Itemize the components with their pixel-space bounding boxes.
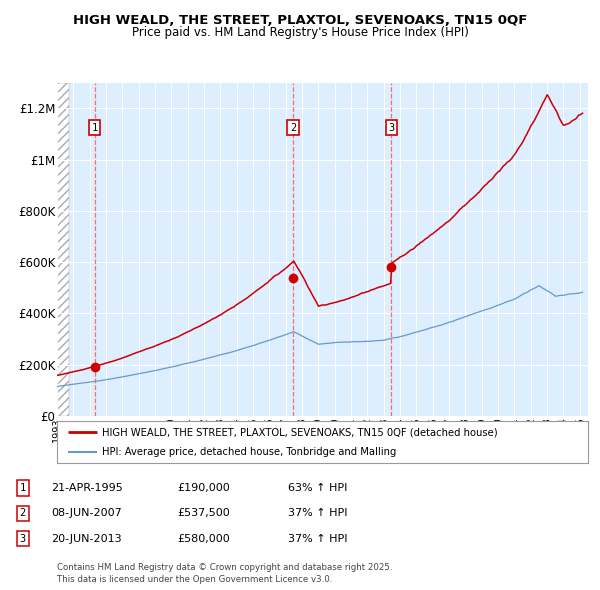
Text: HPI: Average price, detached house, Tonbridge and Malling: HPI: Average price, detached house, Tonb…: [102, 447, 397, 457]
Text: 2: 2: [20, 509, 26, 518]
Text: 63% ↑ HPI: 63% ↑ HPI: [288, 483, 347, 493]
Text: 21-APR-1995: 21-APR-1995: [51, 483, 123, 493]
Text: 3: 3: [388, 123, 395, 133]
Bar: [57, 83, 69, 416]
Text: 37% ↑ HPI: 37% ↑ HPI: [288, 509, 347, 518]
Text: £190,000: £190,000: [177, 483, 230, 493]
Text: 08-JUN-2007: 08-JUN-2007: [51, 509, 122, 518]
Text: 3: 3: [20, 534, 26, 543]
Text: 1: 1: [20, 483, 26, 493]
Text: Price paid vs. HM Land Registry's House Price Index (HPI): Price paid vs. HM Land Registry's House …: [131, 26, 469, 39]
Text: £580,000: £580,000: [177, 534, 230, 543]
Text: HIGH WEALD, THE STREET, PLAXTOL, SEVENOAKS, TN15 0QF: HIGH WEALD, THE STREET, PLAXTOL, SEVENOA…: [73, 14, 527, 27]
Text: Contains HM Land Registry data © Crown copyright and database right 2025.
This d: Contains HM Land Registry data © Crown c…: [57, 563, 392, 584]
Text: 20-JUN-2013: 20-JUN-2013: [51, 534, 122, 543]
Text: HIGH WEALD, THE STREET, PLAXTOL, SEVENOAKS, TN15 0QF (detached house): HIGH WEALD, THE STREET, PLAXTOL, SEVENOA…: [102, 427, 498, 437]
Text: 37% ↑ HPI: 37% ↑ HPI: [288, 534, 347, 543]
Text: 1: 1: [91, 123, 98, 133]
Text: £537,500: £537,500: [177, 509, 230, 518]
Text: 2: 2: [290, 123, 296, 133]
